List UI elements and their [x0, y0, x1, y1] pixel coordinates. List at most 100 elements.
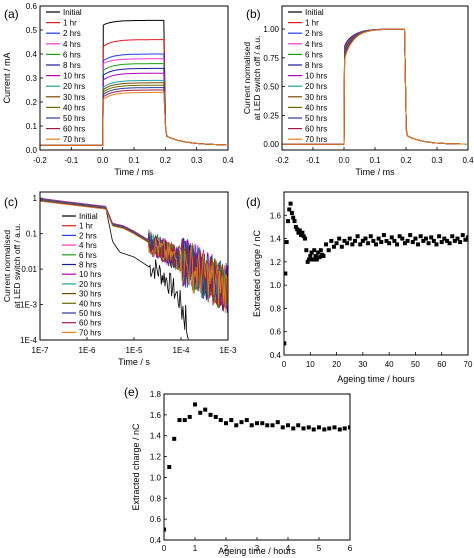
- x-tick-label: 1E-6: [79, 346, 96, 355]
- x-tick-label: 1E-4: [173, 346, 190, 355]
- x-tick-label: 1E-7: [32, 346, 49, 355]
- y-axis-label: Extracted charge / nC: [131, 423, 141, 511]
- y-tick-label: 0.4: [150, 536, 162, 545]
- data-point: [442, 236, 447, 241]
- data-point: [321, 254, 326, 259]
- y-tick-label: 1.6: [270, 211, 282, 220]
- legend-label: 20 hrs: [79, 280, 101, 289]
- panel-d: (d) 0 10 20 30 40 50 60 70 0.4 0.6 0.8 1.0 1.2 1.4 1.6 A…: [246, 191, 473, 384]
- legend-label: 2 hrs: [63, 29, 81, 38]
- data-point: [293, 224, 298, 229]
- data-point: [410, 240, 415, 245]
- x-tick-label: 0.3: [191, 156, 203, 165]
- x-tick-label: 0.3: [431, 156, 443, 165]
- y-tick-label: 1.4: [150, 432, 162, 441]
- x-tick-label: 1E-3: [220, 346, 237, 355]
- data-point: [371, 238, 376, 243]
- data-point: [455, 236, 460, 241]
- data-point: [437, 234, 442, 239]
- y-tick-label: 0.4: [26, 50, 38, 59]
- y-tick-label: 0.1: [26, 230, 38, 239]
- data-point: [374, 242, 378, 247]
- data-point: [280, 425, 285, 430]
- data-point: [421, 238, 426, 243]
- data-point: [317, 255, 322, 260]
- y-tick-label: 0.3: [26, 74, 38, 83]
- data-point: [311, 427, 316, 432]
- data-point: [363, 236, 368, 241]
- data-point: [447, 241, 452, 246]
- data-point: [306, 257, 311, 262]
- data-point: [193, 402, 197, 407]
- panel-tag: (e): [124, 385, 139, 399]
- legend-label: 6 hrs: [79, 251, 97, 260]
- x-tick-label: 3: [255, 544, 260, 553]
- x-tick-label: 50: [411, 360, 420, 369]
- data-point: [275, 420, 280, 425]
- data-point: [164, 527, 166, 532]
- legend-label: 1 hr: [305, 19, 319, 28]
- legend-label: 4 hrs: [305, 40, 323, 49]
- panel-b: (b) -0.2 -0.1 0.0 0.1 0.2 0.3 0.4 0.00 0.25 0.50 0.…: [242, 5, 474, 177]
- x-tick-label: 0.1: [128, 156, 140, 165]
- legend-label: 8 hrs: [63, 61, 81, 70]
- x-tick-label: 0.0: [97, 156, 109, 165]
- x-tick-label: -0.2: [275, 156, 289, 165]
- data-point: [452, 238, 457, 243]
- data-point: [224, 421, 228, 426]
- data-point: [182, 418, 187, 423]
- data-point: [255, 421, 259, 426]
- data-point: [260, 421, 265, 426]
- x-tick-label: 5: [317, 544, 322, 553]
- plot-area: [40, 197, 228, 340]
- data-point: [285, 219, 290, 224]
- data-point: [329, 238, 334, 243]
- y-tick-label: 1.00: [263, 25, 279, 34]
- x-tick-label: 0.4: [462, 156, 474, 165]
- data-point: [288, 201, 293, 206]
- legend-label: 40 hrs: [305, 103, 327, 112]
- plot-frame: [39, 191, 229, 341]
- legend-label: 50 hrs: [79, 309, 101, 318]
- data-point: [400, 236, 405, 241]
- x-tick-label: 20: [332, 360, 341, 369]
- x-tick-label: 0: [162, 544, 167, 553]
- legend-label: Initial: [305, 8, 324, 17]
- legend-label: 70 hrs: [63, 135, 85, 144]
- data-point: [313, 254, 318, 259]
- data-point: [249, 423, 254, 428]
- x-axis-label: Time / ms: [114, 167, 154, 177]
- data-point: [331, 244, 336, 249]
- data-point: [167, 465, 172, 469]
- data-point: [234, 423, 239, 428]
- panel-tag: (b): [246, 7, 261, 21]
- data-point: [300, 230, 305, 235]
- x-tick-label: 0.0: [338, 156, 350, 165]
- y-tick-label: 0.8: [270, 304, 282, 313]
- data-point: [208, 412, 213, 417]
- legend-label: 2 hrs: [305, 29, 323, 38]
- data-point: [301, 234, 306, 239]
- data-point: [172, 436, 177, 441]
- data-point: [376, 236, 381, 241]
- data-point: [444, 238, 449, 243]
- data-point: [408, 233, 413, 238]
- y-tick-label: 0.5: [26, 26, 38, 35]
- panel-tag: (d): [246, 195, 261, 209]
- y-tick-label: 1E-3: [20, 301, 37, 310]
- legend-label: Initial: [79, 212, 98, 221]
- legend-label: 1 hr: [79, 222, 93, 231]
- x-tick-label: 40: [385, 360, 394, 369]
- y-tick-label: 1.0: [150, 473, 162, 482]
- data-point: [284, 271, 288, 276]
- y-tick-label: 1.8: [150, 390, 162, 399]
- data-point: [301, 426, 306, 431]
- data-point: [318, 248, 323, 253]
- y-axis-label-line: Current normalised: [242, 42, 252, 115]
- data-point: [308, 254, 313, 259]
- data-point: [286, 423, 290, 428]
- legend-label: 4 hrs: [79, 241, 97, 250]
- legend-label: 2 hrs: [79, 231, 97, 240]
- data-point: [418, 234, 423, 239]
- x-tick-label: 60: [437, 360, 446, 369]
